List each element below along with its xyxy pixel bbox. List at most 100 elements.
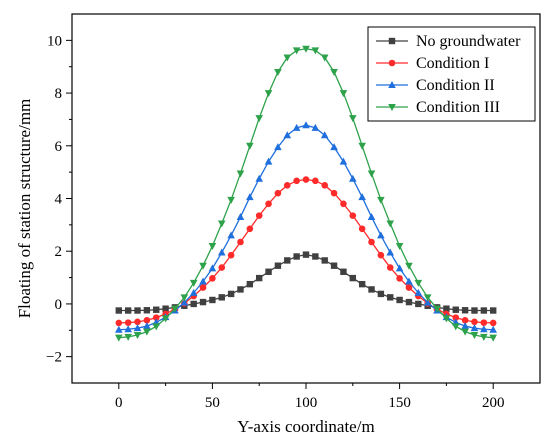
data-point [143,322,151,330]
data-point [265,200,272,208]
data-point [330,68,338,76]
data-point [330,143,338,151]
data-point [293,253,300,260]
data-point [227,231,235,239]
data-point [311,47,320,55]
legend-entry: Condition II [376,77,495,94]
data-point [349,274,356,282]
data-point [256,274,263,282]
data-point [133,332,142,340]
data-point [395,242,404,250]
legend-marker [388,81,396,88]
data-point [274,143,282,151]
data-point [189,288,198,296]
data-point [396,275,403,282]
data-point [227,251,235,259]
data-point [246,280,254,288]
data-point [396,296,403,304]
data-point [358,142,366,150]
x-tick-label: 100 [295,395,318,411]
data-point [293,177,300,185]
data-point [377,251,385,259]
data-point [377,231,385,239]
tick-labels: 0 50 100 150 200 −2 0 2 4 6 8 10 [46,33,504,411]
legend-entry: Condition I [376,55,489,72]
data-point [199,284,207,291]
data-point [264,90,273,98]
data-point [414,288,423,296]
data-point [218,264,226,271]
data-point [143,316,151,324]
data-point [320,54,329,62]
series-layer [115,45,497,342]
data-point [480,319,488,326]
x-tick-label: 150 [388,395,411,411]
data-point [349,212,357,219]
data-point [302,121,310,129]
y-tick-label: 10 [47,33,62,49]
data-point [339,157,348,165]
data-point [368,238,375,246]
data-point [265,268,272,275]
data-point [311,123,320,131]
data-point [330,262,338,269]
data-point [340,200,347,208]
data-point [442,315,451,323]
data-point [312,177,319,185]
data-point [452,314,460,321]
data-point [236,170,245,178]
data-point [395,264,404,272]
data-point [461,316,469,324]
data-point [320,131,329,139]
data-point [283,54,292,62]
legend-label: No groundwater [416,33,521,50]
data-point [423,294,432,302]
data-point [423,298,432,306]
data-point [292,47,301,55]
data-point [208,242,217,250]
series-condition-ii [115,121,497,333]
data-point [330,189,338,197]
data-point [246,225,254,233]
data-point [124,333,132,341]
data-point [124,325,132,333]
legend-marker [388,104,396,111]
data-point [480,307,488,314]
data-point [386,248,395,256]
legend-entry: No groundwater [376,33,521,50]
data-point [274,262,282,269]
series-no-groundwater [115,251,497,314]
x-axis-title: Y-axis coordinate/m [237,417,374,436]
data-point [312,253,319,260]
data-point [489,319,497,327]
data-point [115,319,123,327]
data-point [490,307,497,314]
legend-label: Condition II [416,77,495,94]
data-point [218,294,225,301]
data-point [302,45,310,53]
data-point [284,257,291,264]
data-point [358,193,366,201]
data-point [227,290,235,298]
data-point [339,90,348,98]
data-point [367,212,376,220]
data-point [115,334,123,342]
series-line [118,178,494,324]
data-point [246,142,254,150]
data-point [302,251,310,258]
y-tick-label: −2 [46,350,62,366]
data-point [189,279,198,287]
legend: No groundwater Condition I Condition II Con… [367,26,536,122]
data-point [470,332,479,340]
data-point [134,318,141,326]
data-point [349,115,357,123]
data-point [415,300,422,308]
x-tick-label: 50 [205,395,220,411]
data-point [461,328,469,336]
data-point [115,325,123,333]
x-tick-label: 200 [482,395,505,411]
data-point [405,284,413,291]
data-point [143,307,151,314]
y-axis-title: Floating of station structure/mm [15,99,34,319]
